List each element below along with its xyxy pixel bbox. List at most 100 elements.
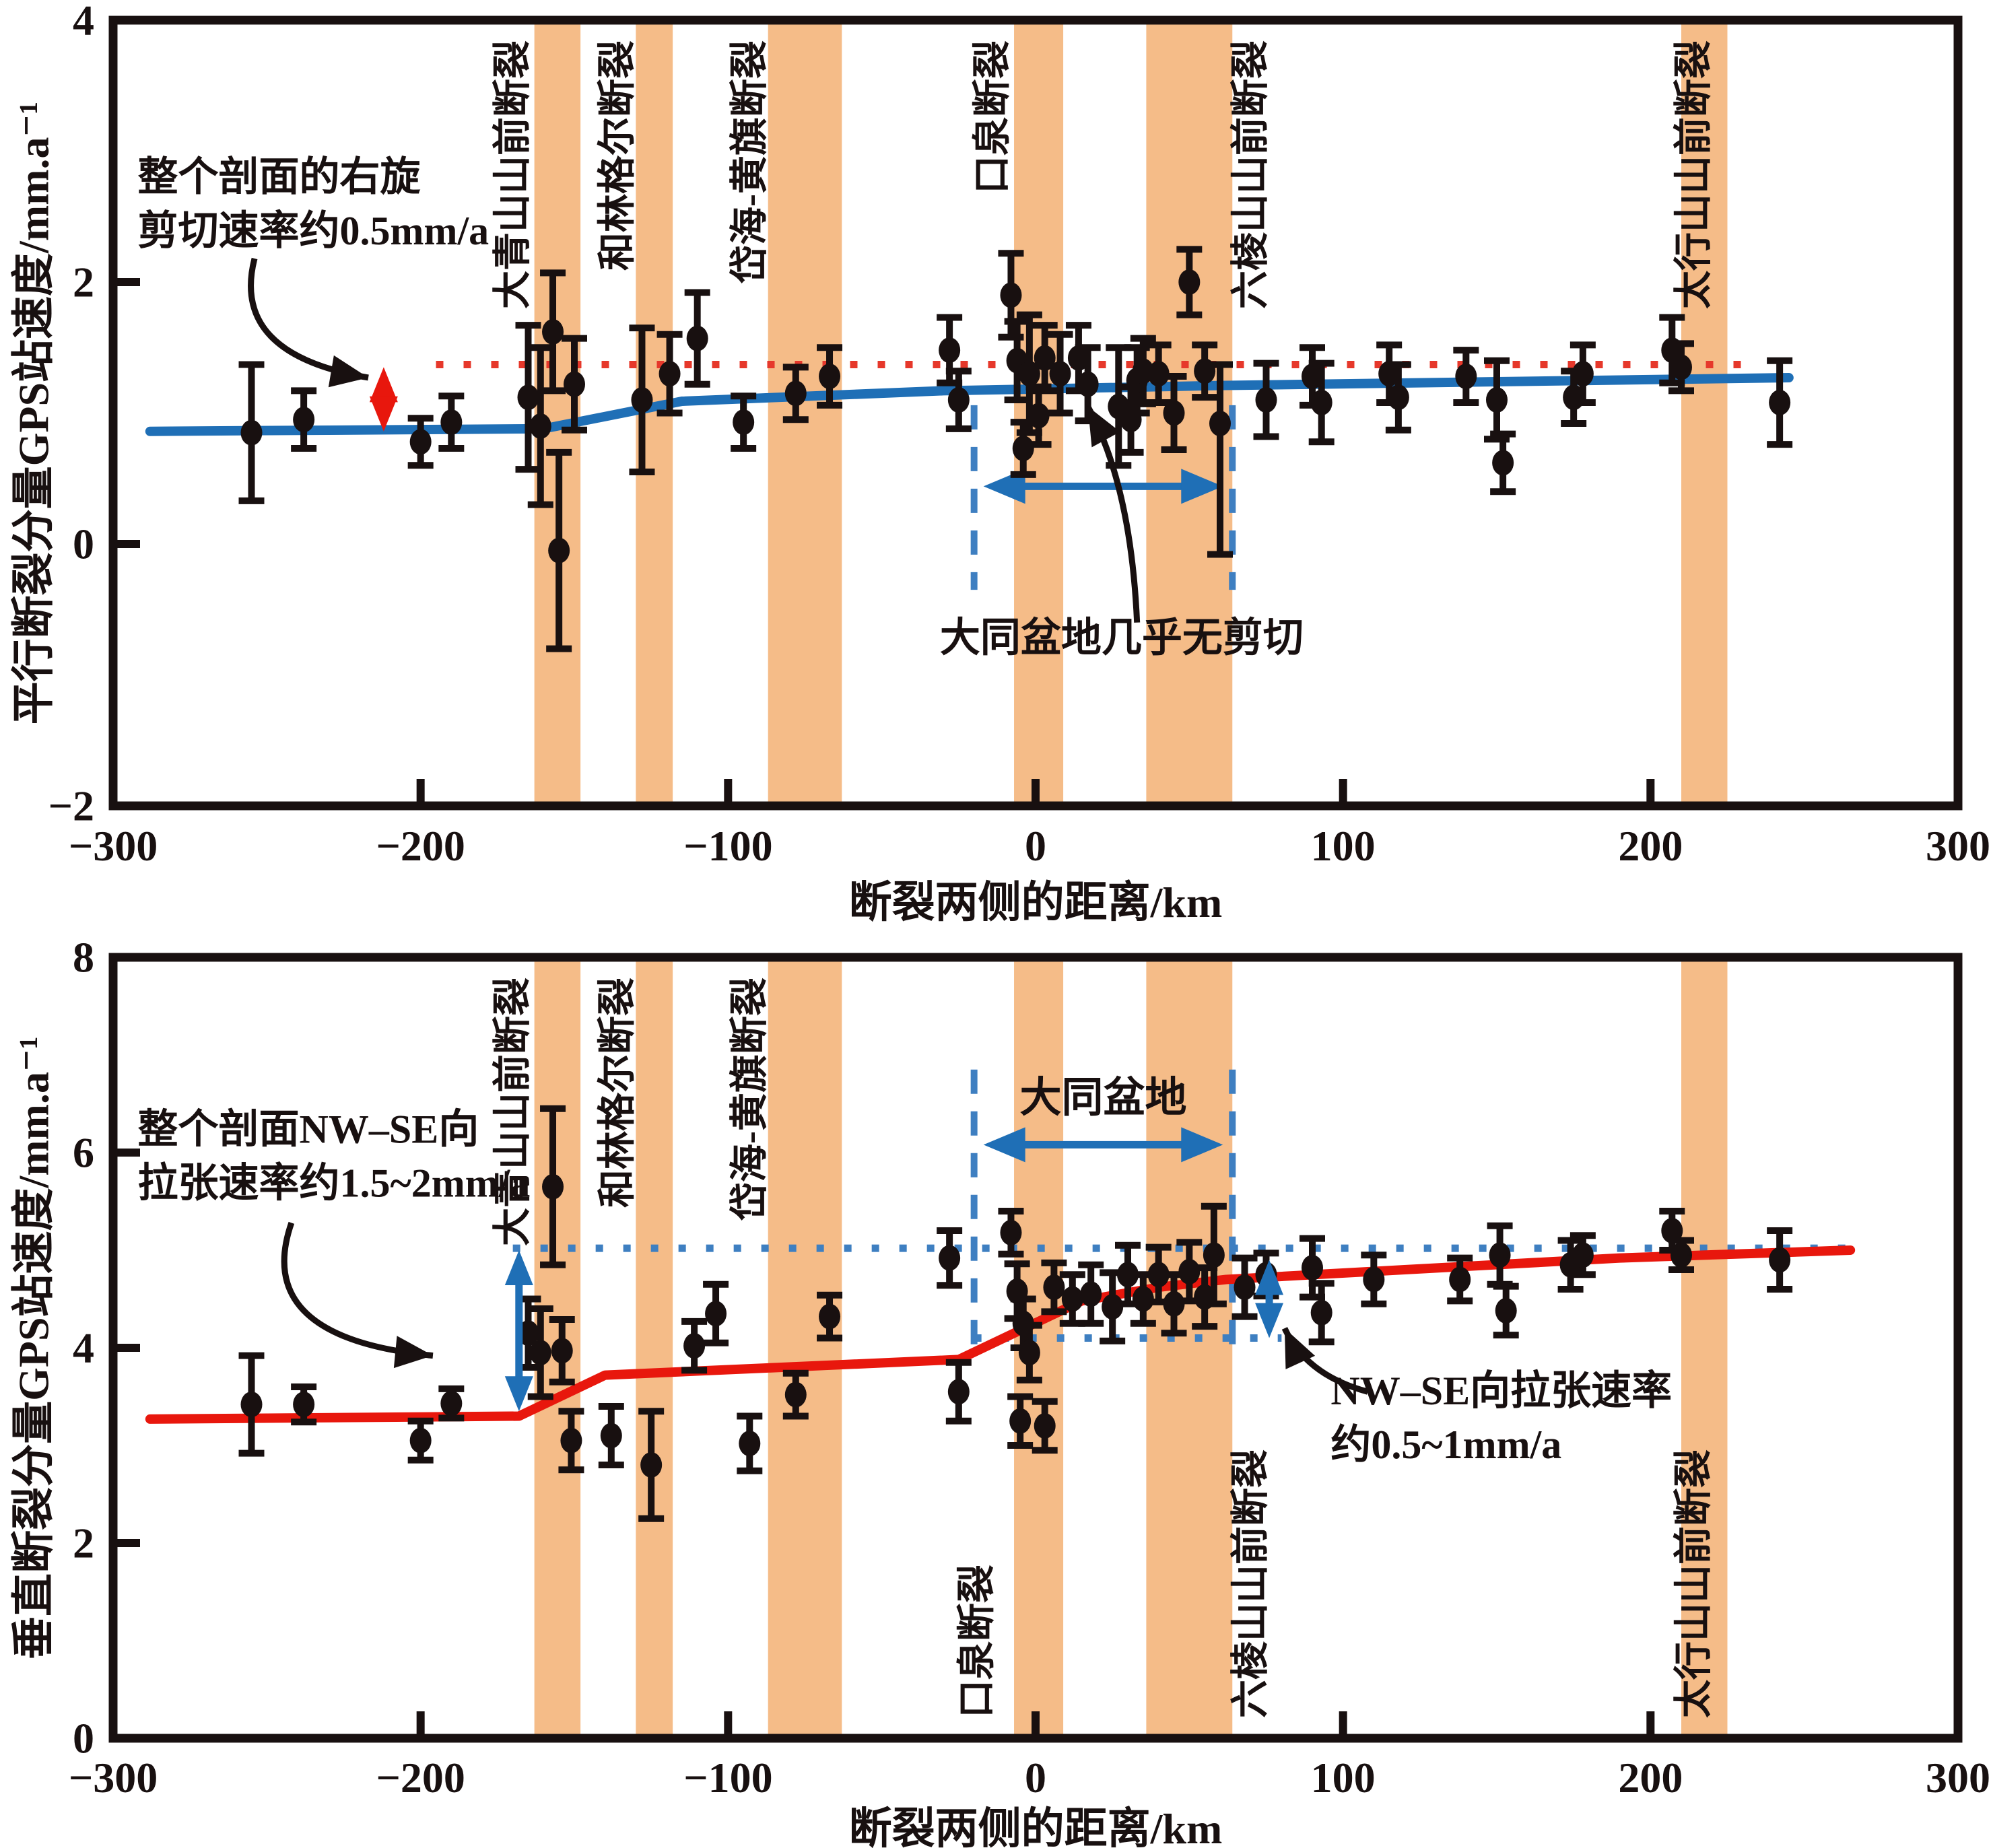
data-point [548,537,570,563]
data-point [440,409,463,436]
rate-arrow-up-head [369,367,398,403]
x-tick-label: −300 [69,1754,158,1802]
data-point [409,429,432,455]
basin-extent-arrow-right-head [1181,469,1223,504]
y-tick-label: 2 [73,1519,94,1567]
fault-band [768,20,842,806]
annotation-arrow [248,257,369,381]
annotation-text: 整个剖面NW–SE向 [138,1107,479,1152]
data-point [640,1452,663,1478]
data-point [517,1320,539,1346]
rate-arrow-up-head [1255,1260,1284,1295]
fault-band-label: 岱海-黄旗断裂 [729,978,771,1221]
annotation-text: 剪切速率约0.5mm/a [138,209,490,253]
data-point [1387,384,1409,411]
data-point [733,409,755,436]
data-point [564,371,585,397]
data-point [1147,361,1170,387]
data-point [659,361,681,387]
data-point [1234,1274,1256,1301]
rate-arrow-down-head [504,1376,533,1412]
fault-band-label: 太行山山前断裂 [1673,40,1715,309]
rate-arrow-down-head [369,396,398,432]
data-point [1067,345,1089,371]
data-point [631,387,653,413]
data-point [1000,282,1022,308]
data-point [1080,1281,1102,1307]
annotation-arrow-head [1087,406,1120,448]
fault-band-label: 口泉断裂 [956,1565,999,1718]
data-point [1310,389,1332,415]
x-tick-label: 300 [1926,822,1990,870]
data-point [819,364,841,390]
model-line [145,1245,1856,1424]
fault-band-label: 太行山山前断裂 [1673,1449,1715,1718]
x-axis-title: 断裂两侧的距离/km [849,1805,1223,1848]
data-point [1486,387,1508,413]
data-point [1061,1286,1083,1312]
y-tick-label: 0 [73,520,94,568]
data-point [939,1245,961,1271]
data-point [939,337,961,364]
data-point [1163,1291,1185,1317]
data-point [1572,1242,1594,1268]
basin-label: 大同盆地 [1019,1074,1186,1121]
data-point [1077,371,1099,397]
data-point [947,387,970,413]
annotation-text: 大同盆地几乎无剪切 [940,615,1304,660]
data-point [819,1303,841,1330]
data-point [1178,269,1201,295]
data-point [1489,1242,1511,1268]
data-point [600,1423,622,1449]
fault-band-label: 六棱山山前断裂 [1229,40,1272,309]
x-tick-label: 100 [1311,1754,1376,1802]
data-point [739,1431,761,1457]
data-point [293,1392,315,1418]
data-point [1178,1258,1201,1285]
data-point [293,407,315,433]
fault-band-label: 岱海-黄旗断裂 [729,40,771,283]
annotation-arrow-head [328,355,369,388]
data-point [705,1301,727,1327]
y-tick-label: 4 [73,1324,94,1372]
data-point [1492,450,1514,476]
data-point [1000,1219,1022,1245]
data-point [440,1390,463,1416]
data-point [1310,1299,1332,1326]
fault-band-label: 大青山山前断裂 [492,978,534,1246]
fault-band [1681,957,1728,1738]
y-axis-title: 垂直断裂分量GPS站速度/mm.a⁻¹ [10,1036,58,1659]
data-point [1769,1247,1791,1273]
data-point [1671,354,1692,380]
y-tick-label: 0 [73,1715,94,1763]
basin-extent-arrow-right-head [1181,1127,1223,1163]
data-point [409,1427,432,1453]
data-point [1769,389,1791,415]
fault-band-label: 六棱山山前断裂 [1229,1449,1272,1718]
data-point [1034,345,1056,371]
fault-band [1146,957,1233,1738]
data-point [1034,1413,1056,1439]
data-point [1043,1274,1065,1301]
data-point [551,1338,573,1364]
data-point [240,1392,263,1418]
data-point [1455,364,1477,390]
data-point [1009,1408,1032,1434]
model-line [145,372,1794,436]
fault-band-label: 口泉断裂 [972,40,1014,194]
annotation-text: NW–SE向拉张速率 [1330,1369,1672,1413]
data-point [1012,436,1034,462]
data-point [784,1381,807,1408]
data-point [1572,361,1594,387]
data-point [240,419,263,446]
data-point [1132,1286,1154,1312]
y-tick-label: 4 [73,0,94,44]
annotation-text: 约0.5~1mm/a [1330,1423,1561,1467]
fault-band-label: 和林格尔断裂 [596,40,638,271]
x-tick-label: 200 [1618,822,1683,870]
data-point [1209,411,1231,437]
data-point [1449,1266,1471,1293]
annotation-arrow-head [393,1336,433,1369]
y-tick-label: 8 [73,934,94,982]
